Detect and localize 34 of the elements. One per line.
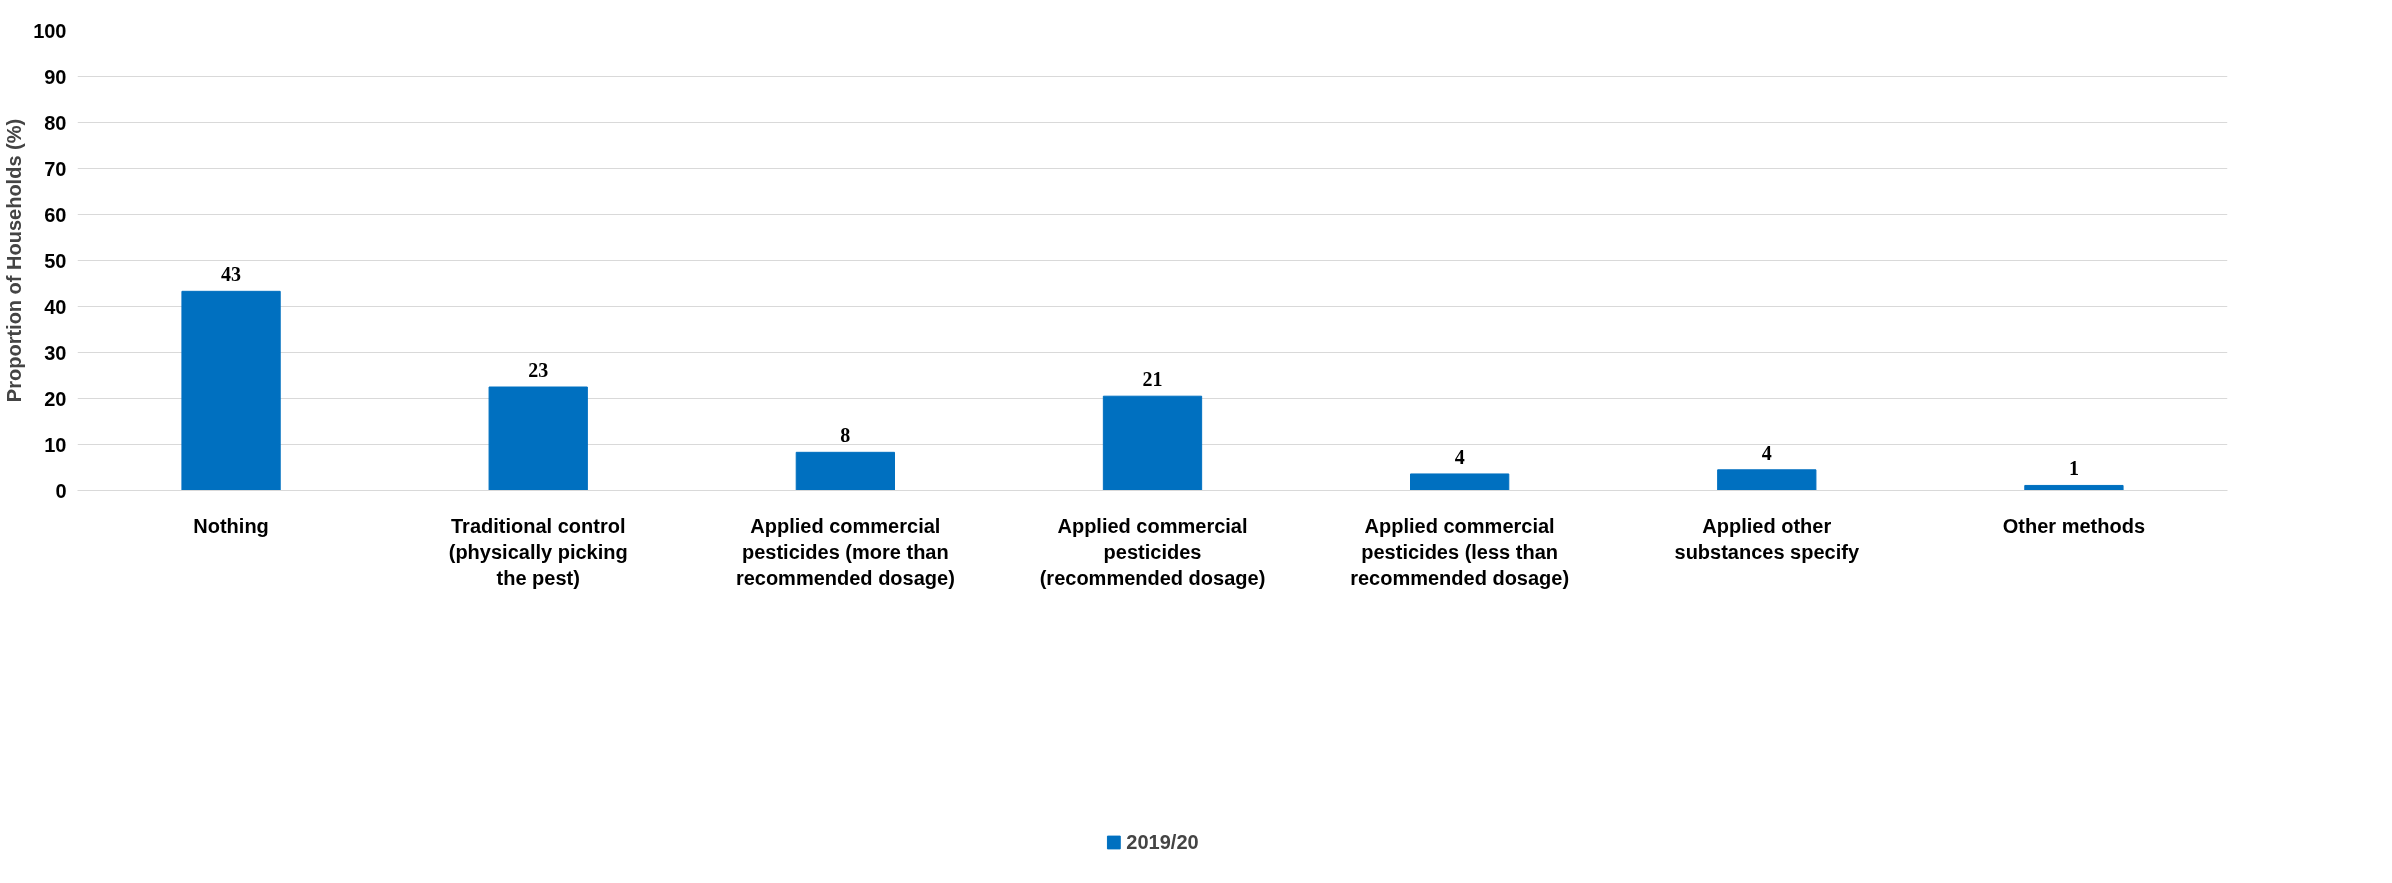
x-tick-label: Other methods [2002,514,2146,537]
x-tick-label: Traditional control (physically picking the pest) [448,514,628,590]
bar [795,451,895,491]
y-tick-label: 80 [44,111,67,134]
bar [488,386,588,491]
y-tick-label: 10 [44,433,67,456]
y-tick-label: 100 [33,19,67,42]
bar [1102,395,1203,491]
y-tick-label: 20 [44,387,67,410]
data-label: 4 [1454,445,1465,468]
data-label: 21 [1142,368,1163,391]
bar [2024,484,2124,491]
bar [1717,469,1817,491]
y-tick-label: 50 [44,249,67,272]
x-tick-label: Applied commercial pesticides (less than recommended dosage) [1350,514,1570,590]
bar [1410,473,1510,491]
data-label: 8 [840,424,851,447]
bar [181,290,281,491]
y-tick-label: 40 [44,295,67,318]
y-tick-label: 70 [44,157,67,180]
x-tick-label: Applied commercial pesticides (recommended dosage) [1039,514,1266,590]
y-tick-label: 90 [44,65,67,88]
x-tick-label: Nothing [193,514,269,537]
y-tick-label: 60 [44,203,67,226]
data-label: 4 [1761,441,1772,464]
y-tick-label: 30 [44,341,67,364]
data-label: 23 [528,359,549,381]
x-tick-label: Applied commercial pesticides (more than recommended dosage) [735,514,955,590]
legend-label: 2019/20 [1126,830,1199,854]
x-tick-label: Applied other substances specify [1674,514,1860,563]
data-label: 43 [221,263,242,286]
y-tick-label: 0 [55,479,67,502]
data-label: 1 [2068,457,2079,480]
y-axis-title: Proportion of Households (%) [3,118,26,403]
